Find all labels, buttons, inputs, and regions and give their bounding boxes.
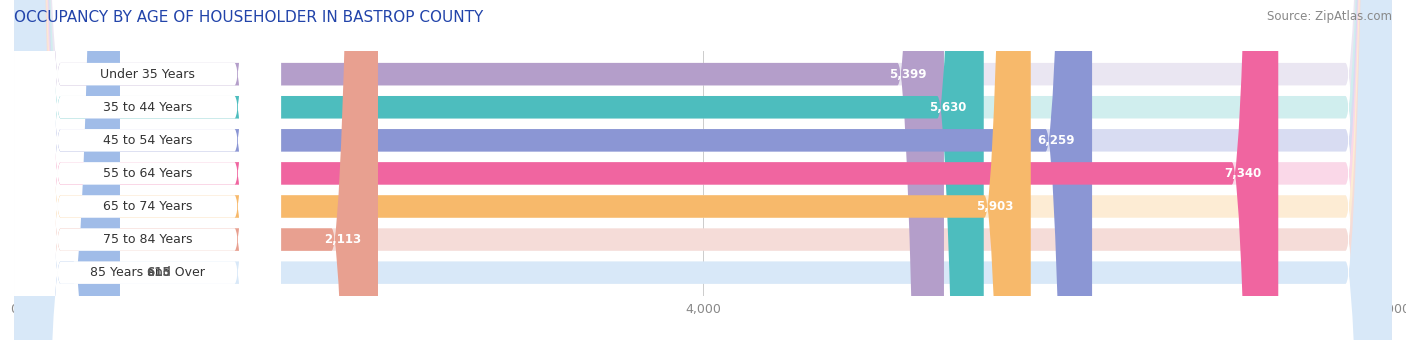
Text: 5,399: 5,399 <box>889 68 927 81</box>
FancyBboxPatch shape <box>14 0 1392 340</box>
Text: 55 to 64 Years: 55 to 64 Years <box>103 167 193 180</box>
Text: OCCUPANCY BY AGE OF HOUSEHOLDER IN BASTROP COUNTY: OCCUPANCY BY AGE OF HOUSEHOLDER IN BASTR… <box>14 10 484 25</box>
FancyBboxPatch shape <box>14 0 1278 340</box>
Text: 2,113: 2,113 <box>323 233 361 246</box>
Text: 5,903: 5,903 <box>976 200 1014 213</box>
FancyBboxPatch shape <box>14 0 943 340</box>
FancyBboxPatch shape <box>14 0 984 340</box>
Text: 7,340: 7,340 <box>1223 167 1261 180</box>
FancyBboxPatch shape <box>14 0 281 340</box>
FancyBboxPatch shape <box>14 0 281 340</box>
FancyBboxPatch shape <box>14 0 281 340</box>
FancyBboxPatch shape <box>14 0 1392 340</box>
FancyBboxPatch shape <box>14 0 1392 340</box>
FancyBboxPatch shape <box>14 0 281 340</box>
FancyBboxPatch shape <box>14 0 281 340</box>
Text: 75 to 84 Years: 75 to 84 Years <box>103 233 193 246</box>
FancyBboxPatch shape <box>14 0 120 340</box>
Text: 65 to 74 Years: 65 to 74 Years <box>103 200 193 213</box>
FancyBboxPatch shape <box>14 0 1392 340</box>
FancyBboxPatch shape <box>14 0 378 340</box>
Text: 615: 615 <box>146 266 170 279</box>
Text: 45 to 54 Years: 45 to 54 Years <box>103 134 193 147</box>
FancyBboxPatch shape <box>14 0 1392 340</box>
Text: Under 35 Years: Under 35 Years <box>100 68 195 81</box>
FancyBboxPatch shape <box>14 0 1092 340</box>
Text: 5,630: 5,630 <box>929 101 966 114</box>
Text: 6,259: 6,259 <box>1038 134 1074 147</box>
FancyBboxPatch shape <box>14 0 1392 340</box>
Text: 35 to 44 Years: 35 to 44 Years <box>103 101 193 114</box>
Text: 85 Years and Over: 85 Years and Over <box>90 266 205 279</box>
Text: Source: ZipAtlas.com: Source: ZipAtlas.com <box>1267 10 1392 23</box>
FancyBboxPatch shape <box>14 0 1031 340</box>
FancyBboxPatch shape <box>14 0 281 340</box>
FancyBboxPatch shape <box>14 0 1392 340</box>
FancyBboxPatch shape <box>14 0 281 340</box>
